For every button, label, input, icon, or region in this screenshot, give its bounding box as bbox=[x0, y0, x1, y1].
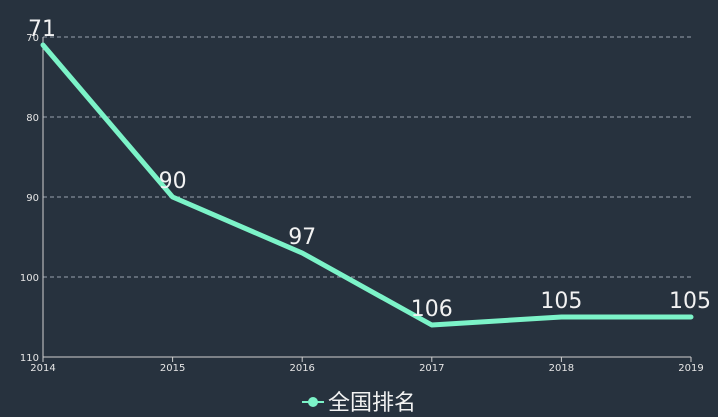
data-labels: 71 90 97 106 105 105 bbox=[28, 17, 711, 322]
y-tick-label: 100 bbox=[20, 273, 39, 284]
data-label: 105 bbox=[669, 289, 711, 314]
grid-lines bbox=[43, 36, 691, 278]
legend-dot-icon bbox=[307, 397, 318, 407]
x-tick-label: 2016 bbox=[289, 363, 314, 374]
data-point[interactable] bbox=[300, 251, 305, 255]
legend[interactable]: 全国排名 bbox=[301, 391, 416, 416]
x-tick-label: 2019 bbox=[678, 363, 703, 374]
data-point[interactable] bbox=[41, 43, 45, 47]
data-point[interactable] bbox=[559, 315, 564, 319]
y-tick-label: 110 bbox=[20, 353, 39, 364]
x-tick-label: 2017 bbox=[419, 363, 444, 374]
data-label: 90 bbox=[159, 169, 187, 194]
x-tick-label: 2014 bbox=[30, 363, 55, 374]
y-tick-label: 90 bbox=[26, 193, 39, 204]
series-line[interactable] bbox=[40, 42, 694, 328]
data-point[interactable] bbox=[429, 323, 434, 327]
data-label: 106 bbox=[411, 297, 453, 322]
data-label: 71 bbox=[28, 17, 56, 42]
y-tick-label: 80 bbox=[26, 113, 39, 124]
x-tick-label: 2015 bbox=[160, 363, 185, 374]
data-point[interactable] bbox=[689, 315, 693, 319]
series-area bbox=[40, 42, 694, 328]
y-tick-label: 70 bbox=[26, 33, 39, 44]
data-label: 105 bbox=[540, 289, 582, 314]
legend-label: 全国排名 bbox=[328, 391, 416, 416]
x-tick-label: 2018 bbox=[549, 363, 574, 374]
data-point[interactable] bbox=[170, 195, 175, 199]
data-label: 97 bbox=[288, 225, 316, 250]
